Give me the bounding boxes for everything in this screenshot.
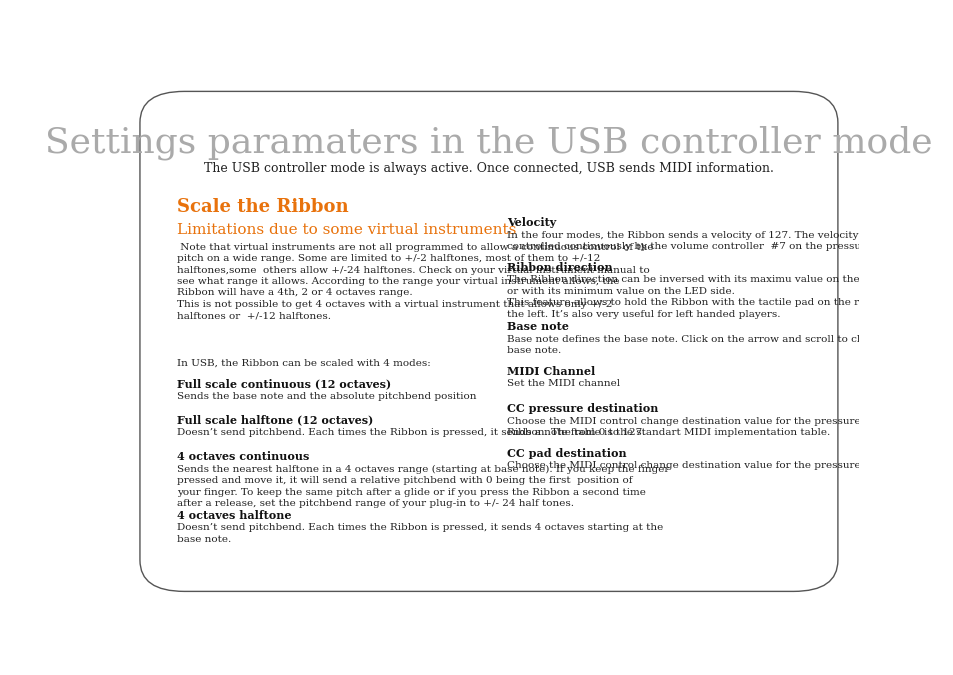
Text: Ribbon direction: Ribbon direction [507,262,613,273]
Text: The USB controller mode is always active. Once connected, USB sends MIDI informa: The USB controller mode is always active… [204,161,773,175]
Text: Doesn’t send pitchbend. Each times the Ribbon is pressed, it sends a note from 0: Doesn’t send pitchbend. Each times the R… [176,428,645,437]
FancyBboxPatch shape [140,91,837,591]
Text: MIDI Channel: MIDI Channel [507,366,595,377]
Text: In USB, the Ribbon can be scaled with 4 modes:: In USB, the Ribbon can be scaled with 4 … [176,358,430,368]
Text: CC pad destination: CC pad destination [507,448,626,459]
Text: Choose the MIDI control change destination value for the pressure of the pad.: Choose the MIDI control change destinati… [507,462,920,470]
Text: Limitations due to some virtual instruments: Limitations due to some virtual instrume… [176,223,516,237]
Text: CC pressure destination: CC pressure destination [507,403,659,414]
Text: 4 octaves continuous: 4 octaves continuous [176,451,309,462]
Text: Base note: Base note [507,321,569,332]
Text: The Ribbon direction can be inversed with its maximu value on the LED side
or wi: The Ribbon direction can be inversed wit… [507,275,910,319]
Text: In the four modes, the Ribbon sends a velocity of 127. The velocity is
controlle: In the four modes, the Ribbon sends a ve… [507,231,875,251]
Text: Set the MIDI channel: Set the MIDI channel [507,379,619,388]
Text: Full scale halftone (12 octaves): Full scale halftone (12 octaves) [176,414,373,426]
Text: Choose the MIDI control change destination value for the pressure of the
Ribbon.: Choose the MIDI control change destinati… [507,416,894,437]
Text: Scale the Ribbon: Scale the Ribbon [176,198,348,216]
Text: Full scale continuous (12 octaves): Full scale continuous (12 octaves) [176,378,391,389]
Text: Doesn’t send pitchbend. Each times the Ribbon is pressed, it sends 4 octaves sta: Doesn’t send pitchbend. Each times the R… [176,523,662,544]
Text: Base note defines the base note. Click on the arrow and scroll to choose your
ba: Base note defines the base note. Click o… [507,335,914,355]
Text: Settings paramaters in the USB controller mode: Settings paramaters in the USB controlle… [45,125,932,160]
Text: Sends the nearest halftone in a 4 octaves range (starting at base note). If you : Sends the nearest halftone in a 4 octave… [176,464,669,508]
Text: Sends the base note and the absolute pitchbend position: Sends the base note and the absolute pit… [176,392,476,401]
Text: 4 octaves halftone: 4 octaves halftone [176,510,291,521]
Text: Velocity: Velocity [507,217,556,228]
Text: Note that virtual instruments are not all programmed to allow a continuous contr: Note that virtual instruments are not al… [176,242,653,321]
